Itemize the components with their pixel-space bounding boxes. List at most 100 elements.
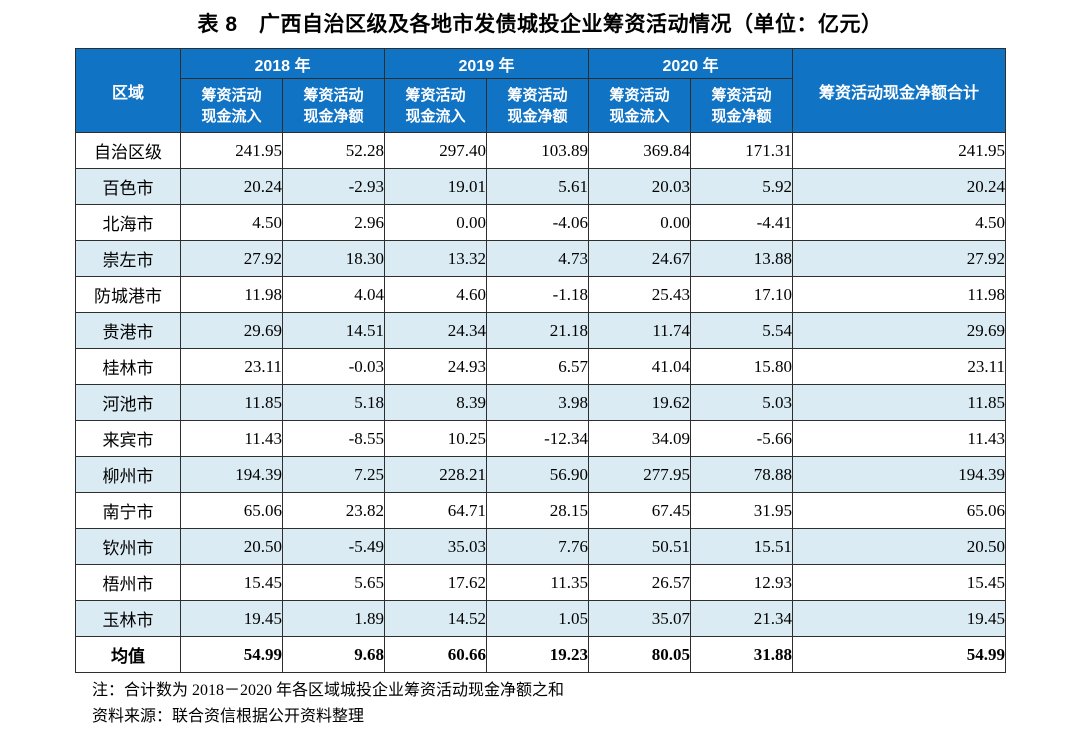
- value-cell: 103.89: [486, 132, 590, 169]
- total-value-cell: 19.45: [792, 600, 1007, 637]
- value-cell: 54.99: [180, 636, 283, 673]
- subheader-2018-net: 筹资活动 现金净额: [281, 78, 386, 133]
- value-cell: -8.55: [281, 420, 386, 457]
- value-cell: 27.92: [180, 240, 283, 277]
- total-value-cell: 15.45: [792, 564, 1007, 601]
- value-cell: 11.43: [180, 420, 283, 457]
- value-cell: -5.49: [281, 528, 386, 565]
- table-row: 河池市 11.85 5.18 8.39 3.98 19.62 5.03 11.85: [75, 384, 1007, 421]
- value-cell: 171.31: [690, 132, 794, 169]
- region-column-header: 区域: [75, 48, 181, 133]
- region-cell: 防城港市: [75, 276, 181, 313]
- value-cell: 19.45: [180, 600, 283, 637]
- subheader-2020-net: 筹资活动 现金净额: [690, 78, 794, 133]
- table-row: 来宾市 11.43 -8.55 10.25 -12.34 34.09 -5.66 11.43: [75, 420, 1007, 457]
- total-value-cell: 54.99: [792, 636, 1007, 673]
- table-row: 防城港市 11.98 4.04 4.60 -1.18 25.43 17.10 11.98: [75, 276, 1007, 313]
- value-cell: 31.88: [690, 636, 794, 673]
- value-cell: 20.50: [180, 528, 283, 565]
- year-header-2018: 2018 年: [179, 48, 386, 79]
- region-cell: 自治区级: [75, 132, 181, 169]
- total-value-cell: 11.98: [792, 276, 1007, 313]
- value-cell: -4.41: [690, 204, 794, 241]
- value-cell: -2.93: [281, 168, 386, 205]
- value-cell: 2.96: [281, 204, 386, 241]
- region-cell: 梧州市: [75, 564, 181, 601]
- value-cell: -4.06: [486, 204, 590, 241]
- value-cell: 19.23: [486, 636, 590, 673]
- value-cell: 56.90: [486, 456, 590, 493]
- year-header-2020: 2020 年: [588, 48, 794, 79]
- value-cell: 241.95: [180, 132, 283, 169]
- value-cell: 31.95: [690, 492, 794, 529]
- value-cell: -5.66: [690, 420, 794, 457]
- total-value-cell: 20.50: [792, 528, 1007, 565]
- value-cell: 4.60: [384, 276, 488, 313]
- sub-header-row: 筹资活动 现金流入 筹资活动 现金净额 筹资活动 现金流入 筹资活动 现金净额 筹资活动 现金流入…: [76, 78, 1006, 133]
- value-cell: 19.01: [384, 168, 488, 205]
- value-cell: 5.61: [486, 168, 590, 205]
- table-notes: 注：合计数为 2018－2020 年各区域城投企业筹资活动现金净额之和 资料来源…: [92, 678, 1080, 730]
- value-cell: 11.98: [180, 276, 283, 313]
- value-cell: 11.74: [588, 312, 692, 349]
- value-cell: 19.62: [588, 384, 692, 421]
- table-row: 贵港市 29.69 14.51 24.34 21.18 11.74 5.54 29.69: [75, 312, 1007, 349]
- value-cell: 4.50: [180, 204, 283, 241]
- value-cell: 4.73: [486, 240, 590, 277]
- total-value-cell: 29.69: [792, 312, 1007, 349]
- region-cell: 柳州市: [75, 456, 181, 493]
- total-value-cell: 27.92: [792, 240, 1007, 277]
- region-cell: 南宁市: [75, 492, 181, 529]
- value-cell: 18.30: [281, 240, 386, 277]
- value-cell: 15.45: [180, 564, 283, 601]
- subheader-2018-inflow: 筹资活动 现金流入: [180, 78, 283, 133]
- value-cell: 12.93: [690, 564, 794, 601]
- value-cell: 78.88: [690, 456, 794, 493]
- value-cell: 24.67: [588, 240, 692, 277]
- table-note: 注：合计数为 2018－2020 年各区域城投企业筹资活动现金净额之和: [92, 682, 565, 699]
- value-cell: 21.34: [690, 600, 794, 637]
- total-value-cell: 23.11: [792, 348, 1007, 385]
- year-header-2019: 2019 年: [384, 48, 590, 79]
- value-cell: 17.10: [690, 276, 794, 313]
- table-row: 北海市 4.50 2.96 0.00 -4.06 0.00 -4.41 4.50: [75, 204, 1007, 241]
- region-cell: 玉林市: [75, 600, 181, 637]
- value-cell: 5.54: [690, 312, 794, 349]
- value-cell: 26.57: [588, 564, 692, 601]
- value-cell: 1.89: [281, 600, 386, 637]
- value-cell: 194.39: [180, 456, 283, 493]
- subheader-2020-inflow: 筹资活动 现金流入: [588, 78, 692, 133]
- total-value-cell: 11.43: [792, 420, 1007, 457]
- table-row: 玉林市 19.45 1.89 14.52 1.05 35.07 21.34 19.45: [75, 600, 1007, 637]
- region-cell: 来宾市: [75, 420, 181, 457]
- value-cell: 13.32: [384, 240, 488, 277]
- value-cell: 15.51: [690, 528, 794, 565]
- value-cell: 8.39: [384, 384, 488, 421]
- value-cell: 41.04: [588, 348, 692, 385]
- subheader-2019-inflow: 筹资活动 现金流入: [384, 78, 488, 133]
- region-cell: 河池市: [75, 384, 181, 421]
- value-cell: 20.24: [180, 168, 283, 205]
- value-cell: 6.57: [486, 348, 590, 385]
- value-cell: 0.00: [588, 204, 692, 241]
- value-cell: -0.03: [281, 348, 386, 385]
- value-cell: 0.00: [384, 204, 488, 241]
- table-row: 桂林市 23.11 -0.03 24.93 6.57 41.04 15.80 23.11: [75, 348, 1007, 385]
- value-cell: 5.92: [690, 168, 794, 205]
- total-value-cell: 11.85: [792, 384, 1007, 421]
- value-cell: 24.34: [384, 312, 488, 349]
- total-value-cell: 241.95: [792, 132, 1007, 169]
- value-cell: -1.18: [486, 276, 590, 313]
- value-cell: 5.03: [690, 384, 794, 421]
- table-row: 百色市 20.24 -2.93 19.01 5.61 20.03 5.92 20.24: [75, 168, 1007, 205]
- value-cell: 23.82: [281, 492, 386, 529]
- value-cell: 14.52: [384, 600, 488, 637]
- region-cell: 钦州市: [75, 528, 181, 565]
- total-value-cell: 20.24: [792, 168, 1007, 205]
- year-header-row: 区域 2018 年 2019 年 2020 年 筹资活动现金净额合计: [75, 48, 1007, 133]
- region-cell: 贵港市: [75, 312, 181, 349]
- value-cell: 21.18: [486, 312, 590, 349]
- region-cell: 百色市: [75, 168, 181, 205]
- region-cell: 均值: [75, 636, 181, 673]
- value-cell: 369.84: [588, 132, 692, 169]
